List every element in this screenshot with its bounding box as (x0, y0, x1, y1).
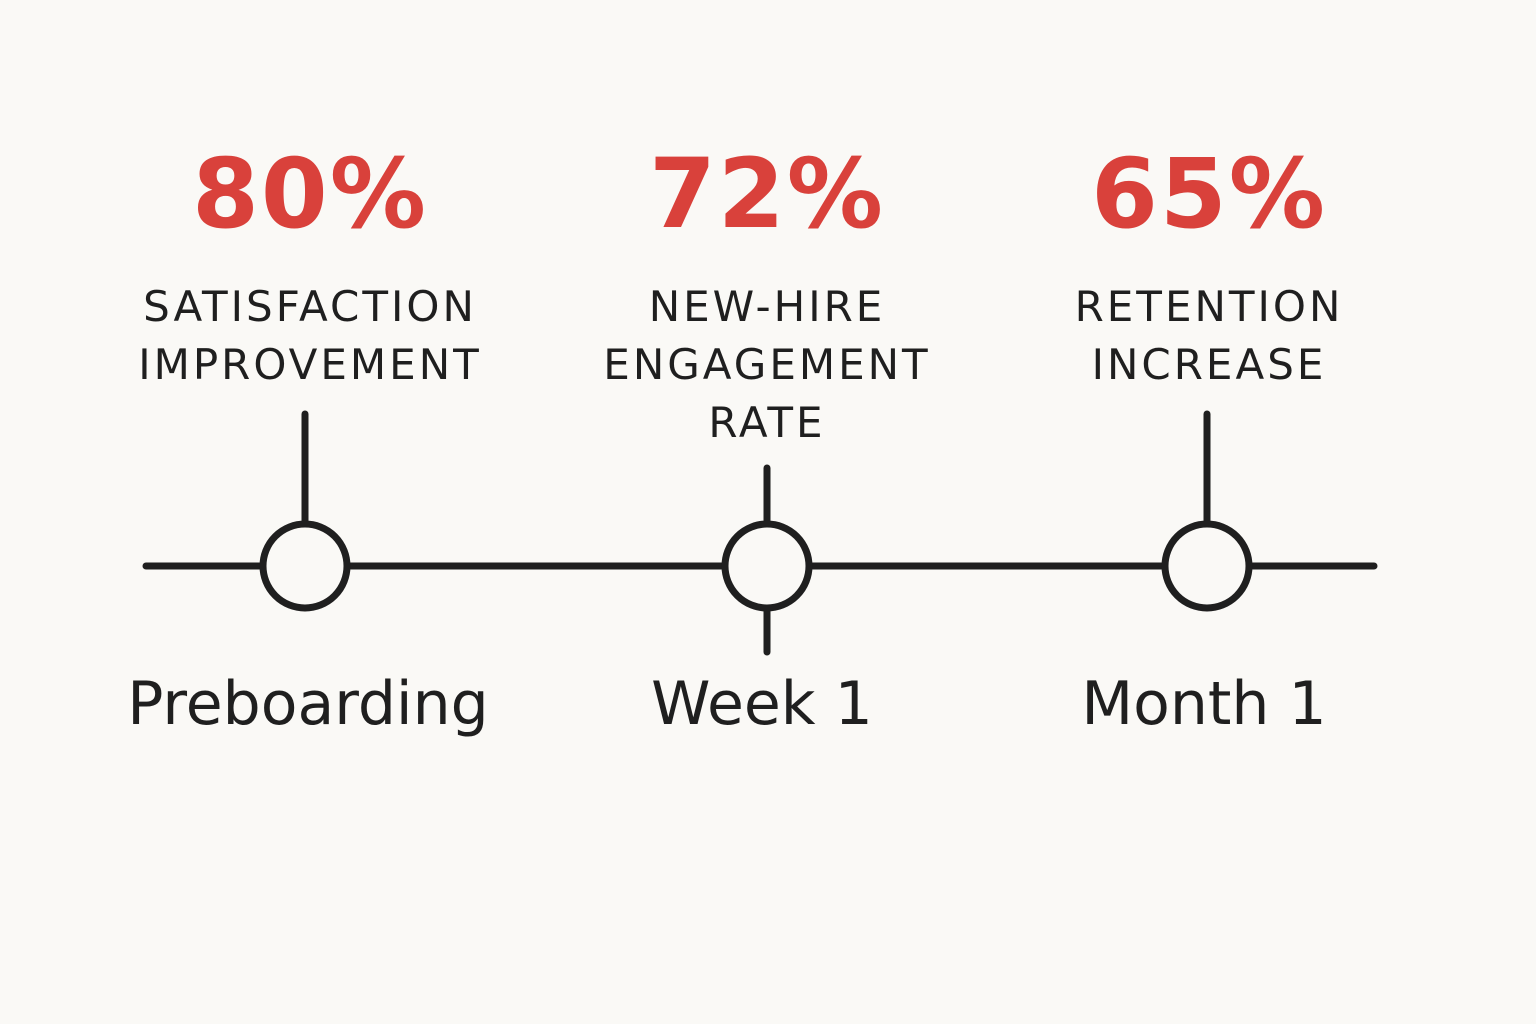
stat-label: NEW-HIRE ENGAGEMENT RATE (537, 278, 997, 452)
stat-label-line: SATISFACTION (143, 282, 477, 331)
stat-label-line: RETENTION (1074, 282, 1344, 331)
stat-label-line: NEW-HIRE (648, 282, 886, 331)
phase-label-month-1: Month 1 (1081, 669, 1327, 739)
stat-label-line: ENGAGEMENT (603, 340, 931, 389)
stat-label-line: INCREASE (1091, 340, 1327, 389)
stat-week-1: 72% NEW-HIRE ENGAGEMENT RATE (537, 146, 997, 452)
stat-value: 80% (192, 138, 428, 250)
phase-label-week-1: Week 1 (651, 669, 873, 739)
milestone-node-month-1 (1161, 520, 1253, 612)
stat-value: 72% (649, 138, 885, 250)
stat-label-line: IMPROVEMENT (138, 340, 482, 389)
stat-label: RETENTION INCREASE (979, 278, 1439, 394)
stat-preboarding: 80% SATISFACTION IMPROVEMENT (80, 146, 540, 394)
milestone-node-preboarding (259, 520, 351, 612)
phase-label-preboarding: Preboarding (127, 669, 489, 739)
stat-label: SATISFACTION IMPROVEMENT (80, 278, 540, 394)
stat-value: 65% (1091, 138, 1327, 250)
milestone-node-week-1 (721, 520, 813, 612)
stat-month-1: 65% RETENTION INCREASE (979, 146, 1439, 394)
stat-label-line: RATE (708, 398, 826, 447)
